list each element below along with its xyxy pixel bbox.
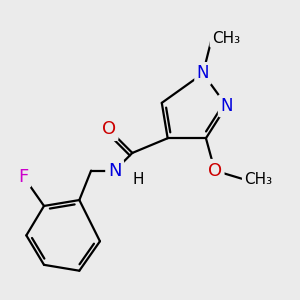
- Text: CH₃: CH₃: [244, 172, 272, 187]
- Text: H: H: [133, 172, 144, 187]
- Text: CH₃: CH₃: [212, 31, 240, 46]
- Text: O: O: [208, 162, 222, 180]
- Text: F: F: [18, 167, 28, 185]
- Text: N: N: [108, 162, 122, 180]
- Text: N: N: [197, 64, 209, 82]
- Text: O: O: [102, 120, 116, 138]
- Text: N: N: [220, 97, 233, 115]
